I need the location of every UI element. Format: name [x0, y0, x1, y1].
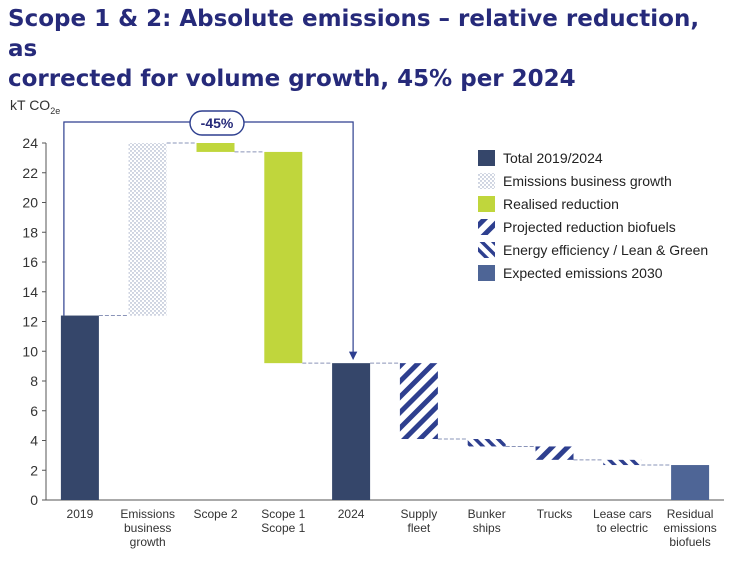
bar-residual-emissions-biofuels [671, 465, 710, 500]
x-category-label: Lease cars [593, 507, 652, 521]
legend-swatch-total [478, 150, 495, 166]
bar-2019 [60, 315, 99, 500]
chart-title-line-1: Scope 1 & 2: Absolute emissions – relati… [8, 6, 700, 62]
legend: Total 2019/2024 Emissions business growth… [478, 150, 708, 281]
reduction-badge-label: -45% [201, 115, 234, 131]
x-category-label: Emissions [120, 507, 175, 521]
y-tick-label: 2 [30, 462, 38, 478]
x-category-label: Trucks [537, 507, 573, 521]
bar-2024 [332, 363, 371, 500]
bar-trucks [535, 446, 574, 460]
legend-label-biofuels: Projected reduction biofuels [503, 219, 676, 235]
x-category-label: Scope 1 [261, 521, 305, 535]
x-category-label: fleet [408, 521, 431, 535]
y-tick-label: 16 [22, 254, 38, 270]
legend-label-expected: Expected emissions 2030 [503, 265, 663, 281]
y-tick-label: 4 [30, 433, 38, 449]
bars [60, 143, 710, 500]
connector-lines [98, 142, 672, 466]
x-category-label: Supply [401, 507, 438, 521]
y-tick-label: 24 [22, 135, 38, 151]
bar-scope-2 [196, 143, 235, 152]
chart-title: Scope 1 & 2: Absolute emissions – relati… [8, 4, 728, 94]
x-category-label: to electric [597, 521, 648, 535]
legend-label-total: Total 2019/2024 [503, 150, 603, 166]
y-tick-label: 0 [30, 492, 38, 508]
y-axis-label: kT CO2e [10, 97, 60, 116]
reduction-badge [189, 110, 245, 136]
chart-title-line-2: corrected for volume growth, 45% per 202… [8, 66, 576, 92]
x-category-label: 2019 [67, 507, 94, 521]
legend-label-efficiency: Energy efficiency / Lean & Green [503, 242, 708, 258]
x-category-label: Bunker [468, 507, 506, 521]
x-category-label: Scope 2 [193, 507, 237, 521]
y-tick-label: 10 [22, 343, 38, 359]
bar-lease-cars-to-electric [603, 459, 642, 466]
x-category-label: biofuels [669, 535, 710, 549]
y-tick-label: 12 [22, 314, 38, 330]
legend-swatch-biofuels [478, 219, 495, 235]
legend-label-growth: Emissions business growth [503, 173, 672, 189]
x-category-label: 2024 [338, 507, 365, 521]
legend-swatch-realised [478, 196, 495, 212]
x-category-label: Scope 1 [261, 507, 305, 521]
legend-label-realised: Realised reduction [503, 196, 619, 212]
y-tick-label: 14 [22, 284, 38, 300]
legend-swatch-growth [478, 173, 495, 189]
y-tick-label: 18 [22, 224, 38, 240]
y-axis-label-subscript: 2e [50, 106, 60, 116]
y-tick-label: 6 [30, 403, 38, 419]
bar-supply-fleet [399, 363, 438, 440]
callout: -45% [63, 110, 358, 360]
x-category-label: Residual [667, 507, 714, 521]
y-tick-label: 20 [22, 195, 38, 211]
x-category-label: business [124, 521, 171, 535]
bar-scope-1-scope-1 [264, 151, 303, 364]
reduction-bracket [63, 121, 358, 360]
x-category-label: growth [130, 535, 166, 549]
bar-bunker-ships [467, 439, 506, 447]
y-tick-label: 22 [22, 165, 38, 181]
x-category-label: emissions [663, 521, 716, 535]
x-category-label: ships [473, 521, 501, 535]
y-tick-label: 8 [30, 373, 38, 389]
bar-emissions-business-growth [128, 143, 167, 316]
legend-swatch-expected [478, 265, 495, 281]
legend-swatch-efficiency [478, 242, 495, 258]
y-axis-label-main: kT CO [10, 97, 50, 113]
